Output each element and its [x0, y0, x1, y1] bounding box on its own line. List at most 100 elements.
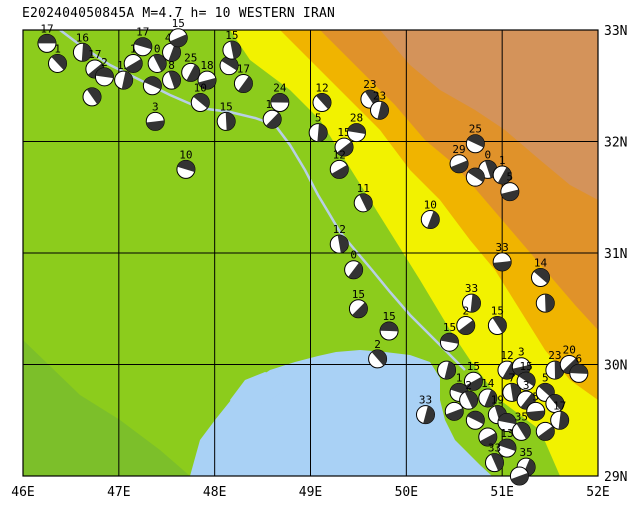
focal-mechanism-beachball[interactable]: 1 — [492, 154, 512, 185]
focal-mechanism-beachball[interactable]: 17 — [133, 26, 153, 57]
focal-mechanism-beachball[interactable]: 15 — [379, 310, 399, 341]
focal-mechanism-beachball[interactable]: 13 — [497, 427, 517, 458]
event-depth-label: 33 — [419, 394, 432, 407]
focal-mechanism-beachball[interactable]: 25 — [465, 123, 485, 154]
focal-mechanism-beachball[interactable]: 2 — [368, 338, 388, 369]
focal-mechanism-beachball[interactable]: 17 — [37, 22, 57, 53]
focal-mechanism-beachball[interactable] — [437, 360, 457, 380]
focal-mechanism-beachball[interactable]: 15 — [216, 100, 236, 131]
beachball-compressional-quadrant — [440, 333, 459, 344]
map-frame — [22, 29, 599, 477]
focal-mechanism-beachball[interactable] — [535, 421, 555, 441]
focal-mechanism-beachball[interactable]: 2 — [459, 379, 479, 410]
beachball-compressional-quadrant — [146, 120, 165, 131]
beachball-compressional-quadrant — [337, 235, 349, 253]
focal-mechanism-beachball[interactable]: 15 — [348, 288, 368, 319]
event-depth-label: 3 — [518, 346, 525, 359]
focal-mechanism-beachball[interactable]: 25 — [181, 51, 201, 82]
axis-ticks: 46E 47E 48E 49E 50E 51E 52E 33N 32N 31N 30N 29N — [11, 24, 627, 500]
focal-mechanism-beachball[interactable]: 35 — [511, 410, 531, 441]
event-depth-label: 29 — [452, 143, 465, 156]
focal-mechanism-beachball[interactable]: 23 — [545, 349, 565, 380]
event-markers[interactable]: 1711617212117045158251812151731015172412… — [37, 17, 589, 486]
focal-mechanism-beachball[interactable]: 15 — [487, 304, 507, 335]
focal-mechanism-beachball[interactable]: 10 — [176, 148, 196, 179]
focal-mechanism-beachball[interactable] — [465, 410, 485, 430]
beachball-compressional-quadrant — [498, 413, 516, 425]
focal-mechanism-beachball[interactable] — [497, 412, 517, 432]
beachball-compressional-quadrant — [484, 389, 497, 407]
focal-mechanism-beachball[interactable]: 5 — [500, 171, 520, 202]
x-tick-label: 50E — [395, 485, 418, 500]
event-depth-label: 10 — [179, 148, 192, 161]
focal-mechanism-beachball[interactable]: 15 — [516, 360, 536, 391]
focal-mechanism-beachball[interactable]: 15 — [439, 321, 459, 352]
focal-mechanism-beachball[interactable]: 2 — [94, 56, 114, 87]
focal-mechanism-beachball[interactable]: 12 — [114, 59, 134, 90]
focal-mechanism-beachball[interactable]: 14 — [531, 257, 550, 288]
beachball-compressional-quadrant — [479, 432, 497, 446]
event-depth-label: 19 — [491, 394, 504, 407]
beachball-compressional-quadrant — [168, 43, 181, 62]
beachball-compressional-quadrant — [336, 141, 354, 157]
event-depth-label: 14 — [481, 377, 495, 390]
focal-mechanism-beachball[interactable]: 14 — [478, 377, 498, 408]
focal-mechanism-beachball[interactable]: 2 — [456, 304, 476, 335]
focal-mechanism-beachball[interactable]: 0 — [344, 249, 364, 280]
focal-mechanism-beachball[interactable]: 11 — [353, 182, 373, 213]
focal-mechanism-beachball[interactable]: 12 — [329, 148, 349, 179]
focal-mechanism-beachball[interactable]: 28 — [347, 112, 366, 143]
focal-mechanism-beachball[interactable]: 12 — [329, 223, 349, 254]
focal-mechanism-beachball[interactable]: 23 — [370, 89, 389, 120]
focal-mechanism-beachball[interactable] — [444, 401, 464, 421]
focal-mechanism-beachball[interactable]: 18 — [197, 59, 217, 90]
focal-mechanism-beachball[interactable] — [478, 427, 498, 447]
focal-mechanism-beachball[interactable]: 15 — [168, 17, 188, 48]
focal-mechanism-beachball[interactable]: 8 — [162, 59, 182, 90]
event-depth-label: 0 — [484, 148, 491, 161]
event-depth-label: 1 — [130, 42, 137, 55]
beachball-compressional-quadrant — [121, 71, 133, 90]
focal-mechanism-beachball[interactable]: 6 — [569, 352, 589, 383]
highland-patch — [380, 30, 598, 200]
event-depth-label: 3 — [152, 100, 159, 113]
event-depth-label: 1 — [499, 154, 506, 167]
focal-mechanism-beachball[interactable] — [142, 76, 162, 96]
focal-mechanism-beachball[interactable]: 33 — [462, 282, 481, 313]
focal-mechanism-beachball[interactable]: 3 — [145, 100, 165, 131]
beachball-compressional-quadrant — [544, 294, 555, 313]
focal-mechanism-beachball[interactable]: 1 — [123, 42, 143, 73]
beachball-compressional-quadrant — [153, 54, 167, 72]
focal-mechanism-beachball[interactable] — [545, 394, 565, 414]
beachball-compressional-quadrant — [423, 405, 435, 424]
focal-mechanism-beachball[interactable] — [465, 167, 485, 187]
focal-mechanism-beachball[interactable]: 24 — [270, 81, 290, 112]
beachball-compressional-quadrant — [265, 112, 282, 129]
focal-mechanism-beachball[interactable]: 1 — [48, 42, 67, 73]
focal-mechanism-beachball[interactable]: 12 — [312, 81, 332, 112]
focal-mechanism-beachball[interactable] — [535, 293, 555, 313]
beachball-compressional-quadrant — [144, 76, 162, 90]
focal-mechanism-beachball[interactable]: 0 — [147, 42, 167, 73]
focal-mechanism-beachball[interactable] — [509, 466, 529, 486]
focal-mechanism-beachball[interactable] — [82, 87, 102, 107]
event-depth-label: 2 — [374, 338, 381, 351]
focal-mechanism-beachball[interactable]: 10 — [420, 199, 440, 230]
focal-mechanism-beachball[interactable]: 16 — [72, 31, 92, 62]
focal-mechanism-beachball[interactable]: 33 — [492, 241, 512, 272]
focal-mechanism-beachball[interactable]: 33 — [485, 442, 504, 473]
focal-mechanism-beachball[interactable]: 15 — [222, 29, 242, 60]
focal-mechanism-beachball[interactable]: 15 — [463, 360, 483, 391]
focal-mechanism-beachball[interactable]: 5 — [526, 390, 546, 421]
focal-mechanism-beachball[interactable]: 33 — [416, 394, 435, 425]
focal-mechanism-beachball[interactable]: 5 — [308, 112, 328, 143]
focal-mechanism-beachball[interactable]: 17 — [233, 63, 253, 94]
beachball-compressional-quadrant — [510, 472, 529, 485]
event-depth-label: 25 — [184, 51, 197, 64]
focal-mechanism-beachball[interactable]: 29 — [449, 143, 469, 174]
focal-mechanism-beachball[interactable]: 17 — [550, 399, 570, 430]
event-depth-label: 15 — [491, 304, 504, 317]
focal-mechanism-beachball[interactable]: 15 — [334, 126, 354, 157]
focal-mechanism-beachball[interactable]: 10 — [190, 81, 210, 112]
